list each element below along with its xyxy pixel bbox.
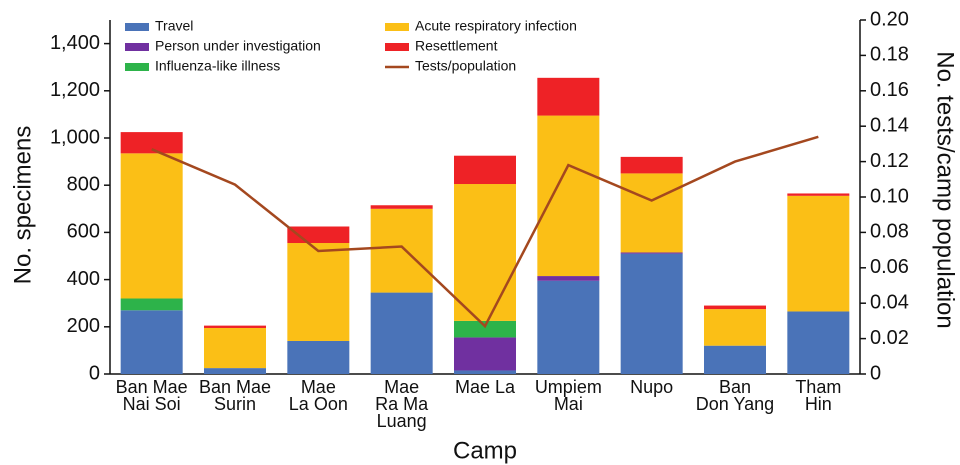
legend-label: Person under investigation [155, 38, 321, 54]
bar-segment [787, 193, 850, 196]
y2-axis-title: No. tests/camp population [932, 51, 959, 329]
legend-label: Tests/population [415, 58, 516, 74]
y2-tick-label: 0.06 [870, 256, 909, 278]
x-tick-label-line: Mae La [455, 377, 516, 397]
x-tick-label-line: Hin [805, 394, 832, 414]
x-tick-label-line: Tham [795, 377, 841, 397]
bar-segment [537, 276, 600, 281]
bar-segment [537, 115, 600, 277]
bar-segment [287, 340, 350, 374]
x-tick-label-line: Ra Ma [375, 394, 429, 414]
x-tick-label: Mae La [455, 377, 516, 397]
y2-tick-label: 0.02 [870, 327, 909, 349]
y2-tick-label: 0.12 [870, 150, 909, 172]
bar-segment [620, 156, 683, 174]
y2-tick-label: 0.04 [870, 291, 909, 313]
y-tick-label: 0 [89, 362, 100, 384]
legend-label: Resettlement [415, 38, 498, 54]
bar-segment [204, 325, 266, 328]
bar-segment [370, 208, 433, 293]
y-tick-label: 1,200 [50, 79, 100, 101]
x-tick-label-line: Nai Soi [123, 394, 181, 414]
x-tick-label-line: Umpiem [535, 377, 602, 397]
x-tick-label-line: La Oon [289, 394, 348, 414]
legend-swatch [385, 23, 409, 31]
bar-segment [120, 153, 183, 299]
line-series [151, 135, 819, 329]
x-tick-label: Nupo [630, 377, 673, 397]
x-tick-label: Ban Mae Nai Soi [116, 377, 188, 414]
y2-tick-label: 0.20 [870, 8, 909, 30]
legend-label: Acute respiratory infection [415, 18, 577, 34]
legend-label: Influenza-like illness [155, 58, 280, 74]
bar-segment [537, 280, 600, 374]
bar-segment [620, 253, 683, 374]
y2-tick-label: 0.14 [870, 114, 909, 136]
y2-tick-label: 0.08 [870, 221, 909, 243]
y-tick-label: 400 [67, 268, 100, 290]
legend-swatch [385, 43, 409, 51]
x-tick-label: Ban Mae Surin [199, 377, 271, 414]
x-tick-label-line: Luang [377, 411, 427, 431]
y2-tick-label: 0 [870, 362, 881, 384]
y-tick-label: 1,000 [50, 126, 100, 148]
bar-segment [120, 132, 183, 154]
x-tick-label: Mae La Oon [289, 377, 348, 414]
bar-segment [454, 337, 516, 371]
x-tick-label-line: Ban [719, 377, 751, 397]
bar-segment [704, 345, 766, 374]
bar-segment [787, 311, 850, 374]
x-tick-label-line: Don Yang [696, 394, 774, 414]
bar-segment [454, 184, 516, 321]
x-tick-label-line: Surin [214, 394, 256, 414]
legend-label: Travel [155, 18, 193, 34]
y2-tick-label: 0.16 [870, 79, 909, 101]
y2-tick-label: 0.18 [870, 44, 909, 66]
y-tick-label: 200 [67, 315, 100, 337]
bar-segment [454, 320, 516, 338]
y-axis-title: No. specimens [9, 126, 36, 285]
bar-segment [537, 77, 600, 116]
y2-tick-label: 0.10 [870, 185, 909, 207]
y-tick-label: 800 [67, 173, 100, 195]
legend-swatch [125, 23, 149, 31]
bar-segment [704, 309, 766, 346]
x-tick-label: Ban Don Yang [696, 377, 774, 414]
bar-segment [620, 252, 683, 254]
bar-segment [454, 155, 516, 185]
x-tick-label: Tham Hin [795, 377, 841, 414]
bar-segment [620, 173, 683, 253]
x-tick-label-line: Ban Mae [199, 377, 271, 397]
legend-swatch [125, 63, 149, 71]
x-tick-label: Mae Ra Ma Luang [375, 377, 429, 431]
bar-segment [370, 292, 433, 374]
y-tick-label: 600 [67, 221, 100, 243]
bar-segment [120, 298, 183, 311]
x-tick-label-line: Mae [301, 377, 336, 397]
y-tick-label: 1,400 [50, 32, 100, 54]
x-tick-label: Umpiem Mai [535, 377, 602, 414]
bar-segment [287, 243, 350, 341]
bar-segment [204, 327, 266, 369]
bar-segment [454, 370, 516, 374]
bar-segment [370, 205, 433, 209]
bar-segment [120, 310, 183, 374]
bar-segment [204, 368, 266, 374]
x-tick-label-line: Mae [384, 377, 419, 397]
bar-segment [704, 305, 766, 310]
x-tick-label-line: Mai [554, 394, 583, 414]
x-tick-label-line: Ban Mae [116, 377, 188, 397]
x-tick-label-line: Nupo [630, 377, 673, 397]
bar-segment [787, 195, 850, 312]
legend-swatch [125, 43, 149, 51]
x-axis-title: Camp [453, 437, 517, 464]
